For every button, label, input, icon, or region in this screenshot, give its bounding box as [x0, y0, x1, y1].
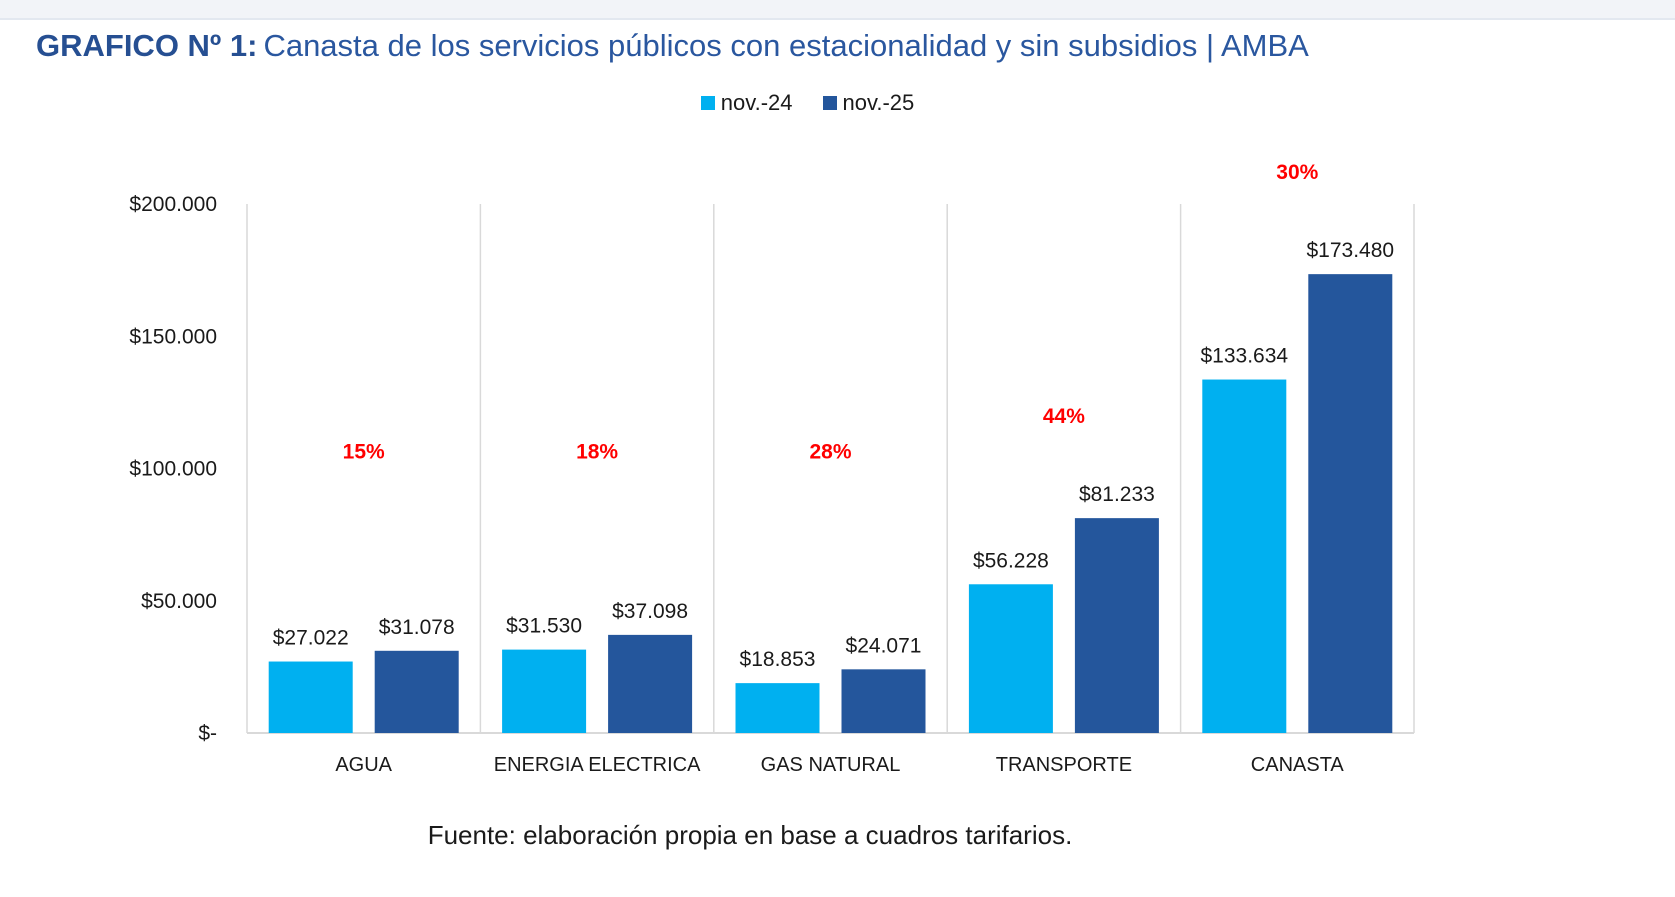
source-note: Fuente: elaboración propia en base a cua…: [427, 820, 1073, 850]
bar-nov-24: [268, 661, 353, 733]
bar-nov-24: [968, 584, 1053, 733]
data-label: $81.233: [1079, 483, 1155, 506]
percent-change-label: 30%: [1276, 161, 1318, 184]
chart-legend: nov.-24 nov.-25: [0, 90, 1675, 116]
percent-change-label: 18%: [576, 441, 618, 464]
legend-swatch-nov-25: [822, 96, 837, 110]
bar-nov-25: [608, 634, 693, 733]
title-text: Canasta de los servicios públicos con es…: [263, 28, 1309, 63]
bar-chart: $- $50.000 $100.000 $150.000 $200.000 $27.022…: [129, 161, 1415, 776]
y-tick-label: $200.000: [129, 193, 217, 216]
x-tick-label: GAS NATURAL: [761, 754, 901, 776]
x-tick-label: TRANSPORTE: [996, 754, 1132, 776]
x-tick-label: AGUA: [335, 754, 392, 776]
y-tick-label: $100.000: [129, 458, 217, 481]
bar-nov-25: [374, 650, 459, 733]
percent-change-label: 15%: [343, 441, 385, 464]
y-tick-label: $-: [198, 722, 217, 745]
data-label: $24.071: [846, 634, 922, 657]
data-label: $31.078: [379, 616, 455, 639]
bar-nov-25: [1074, 518, 1159, 733]
legend-item-nov-25: nov.-25: [822, 90, 915, 116]
legend-label-nov-24: nov.-24: [720, 90, 793, 115]
y-tick-label: $150.000: [129, 325, 217, 348]
y-tick-label: $50.000: [141, 590, 217, 613]
bar-nov-25: [841, 669, 926, 733]
data-label: $133.634: [1201, 345, 1289, 368]
legend-item-nov-24: nov.-24: [700, 90, 793, 116]
bar-nov-24: [502, 649, 587, 733]
data-label: $31.530: [506, 615, 582, 638]
data-label: $37.098: [612, 600, 688, 623]
page-title: GRAFICO Nº 1: Canasta de los servicios pú…: [36, 28, 1309, 64]
legend-label-nov-25: nov.-25: [842, 90, 915, 115]
header-band: [0, 0, 1675, 20]
data-label: $56.228: [973, 549, 1049, 572]
bar-nov-24: [735, 683, 820, 733]
percent-change-label: 44%: [1043, 405, 1085, 428]
bar-nov-24: [1202, 379, 1287, 733]
x-tick-label: ENERGIA ELECTRICA: [494, 754, 701, 776]
legend-swatch-nov-24: [700, 96, 715, 110]
data-label: $27.022: [273, 627, 349, 650]
bar-nov-25: [1308, 274, 1393, 733]
title-prefix: GRAFICO Nº 1:: [36, 28, 258, 63]
data-label: $18.853: [740, 648, 816, 671]
percent-change-label: 28%: [809, 441, 851, 464]
x-tick-label: CANASTA: [1251, 754, 1345, 776]
data-label: $173.480: [1307, 239, 1395, 262]
